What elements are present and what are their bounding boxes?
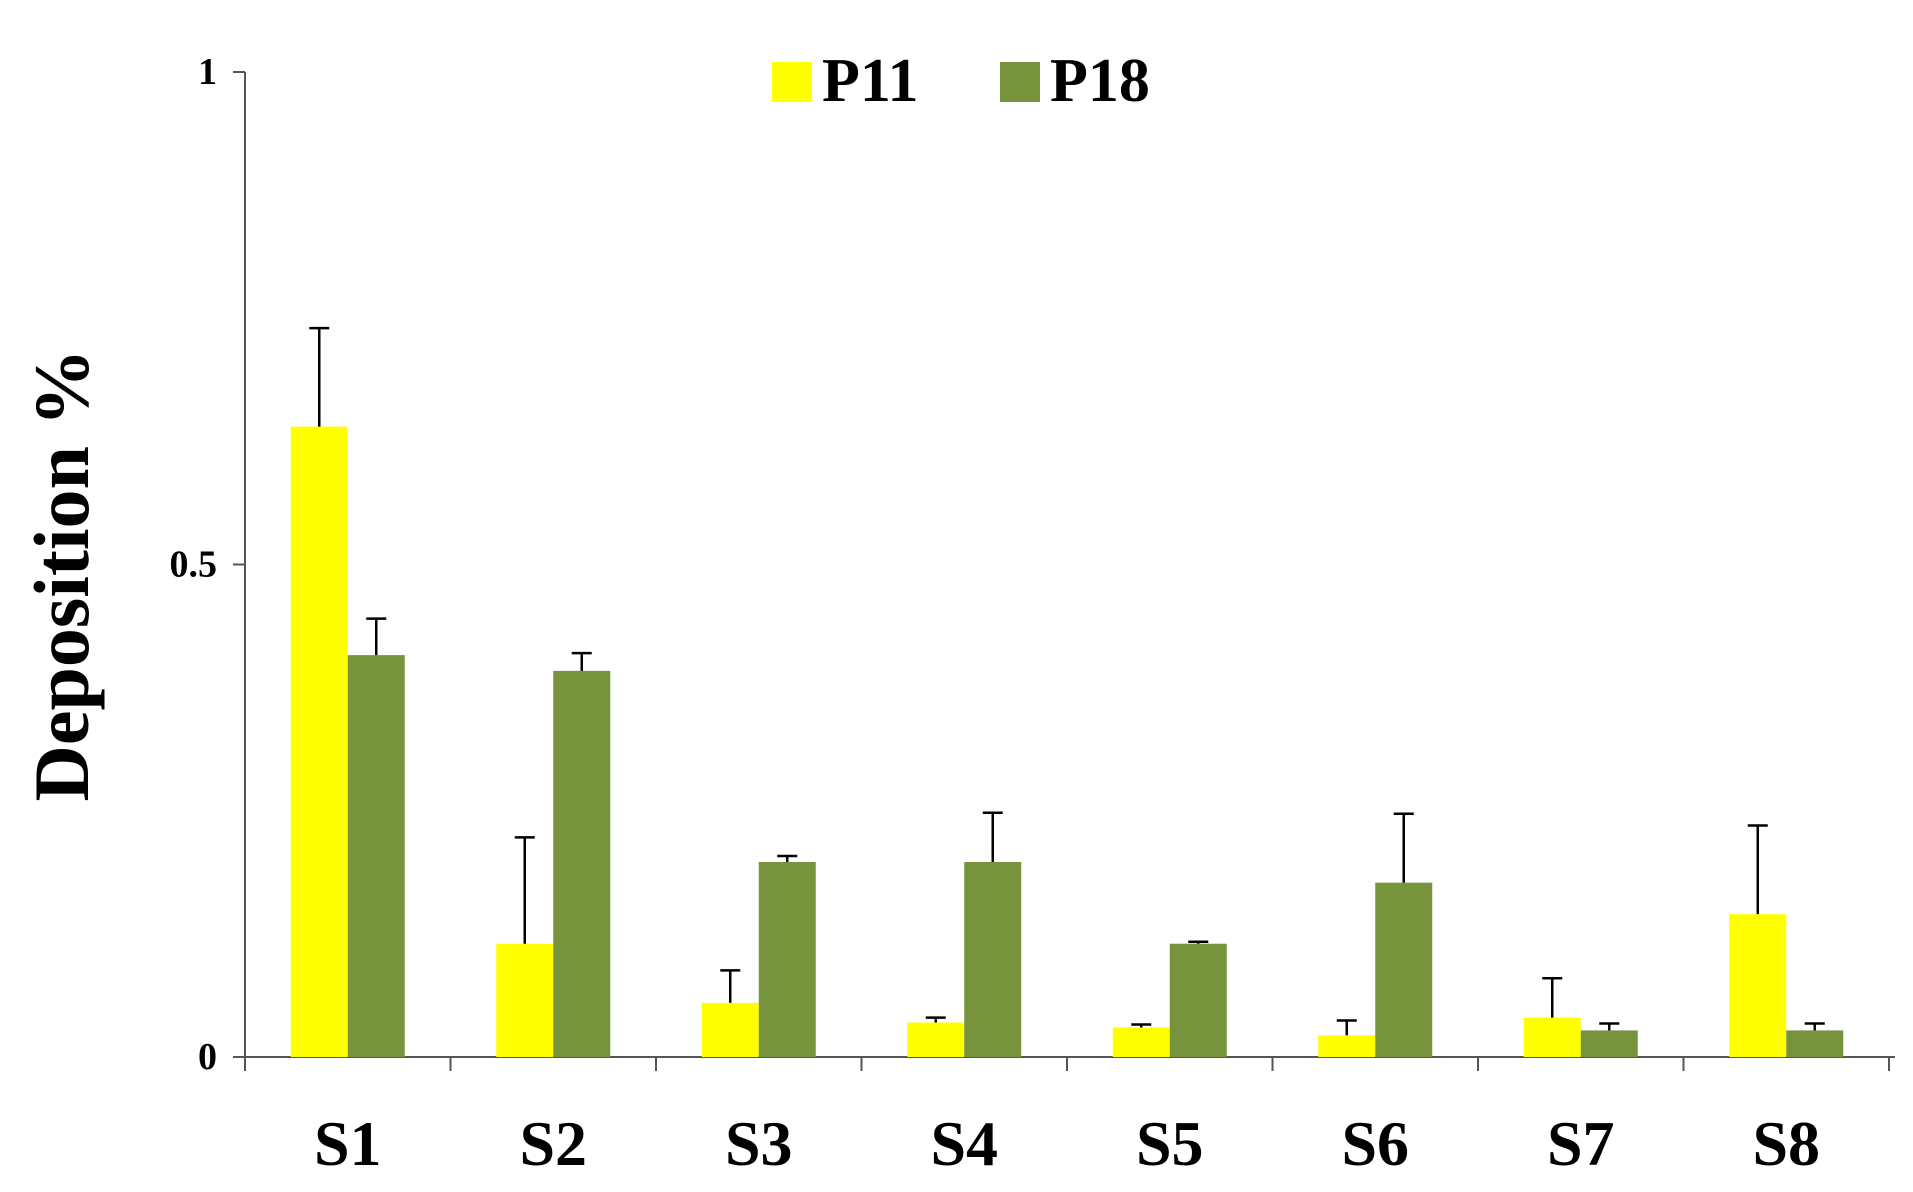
x-category-label: S6 bbox=[1341, 1108, 1409, 1179]
bar-p11-s4 bbox=[907, 1022, 965, 1057]
bar-p18-s8 bbox=[1786, 1030, 1844, 1057]
x-category-label: S4 bbox=[930, 1108, 998, 1179]
x-category-label: S7 bbox=[1547, 1108, 1615, 1179]
bar-p18-s7 bbox=[1580, 1030, 1638, 1057]
y-tick-label: 0 bbox=[198, 1036, 217, 1078]
legend-label-p11: P11 bbox=[822, 47, 918, 115]
axis-labels: 0 0.5 1 S1 S2 S3 S4 S5 S6 S7 S8 Deposition % bbox=[18, 51, 1820, 1179]
y-tick-label: 0.5 bbox=[170, 544, 218, 586]
bar-p18-s5 bbox=[1169, 943, 1227, 1057]
bar-p11-s6 bbox=[1318, 1035, 1376, 1057]
bar-p18-s1 bbox=[347, 655, 405, 1057]
legend-swatch-p11 bbox=[772, 62, 812, 102]
bar-p11-s7 bbox=[1523, 1017, 1581, 1057]
bars bbox=[290, 426, 1844, 1058]
x-category-label: S2 bbox=[519, 1108, 587, 1179]
x-category-label: S1 bbox=[314, 1108, 382, 1179]
axes bbox=[233, 71, 1895, 1071]
error-bars bbox=[309, 326, 1825, 1036]
bar-p18-s6 bbox=[1375, 882, 1433, 1057]
y-axis-title: Deposition % bbox=[18, 349, 105, 802]
x-category-label: S8 bbox=[1752, 1108, 1820, 1179]
x-category-label: S3 bbox=[725, 1108, 793, 1179]
legend-swatch-p18 bbox=[1000, 62, 1040, 102]
y-tick-label: 1 bbox=[198, 51, 217, 93]
bar-p18-s3 bbox=[758, 861, 816, 1057]
bar-p11-s3 bbox=[701, 1002, 759, 1057]
bar-p11-s2 bbox=[496, 943, 554, 1057]
bar-p18-s2 bbox=[553, 670, 611, 1057]
legend: P11 P18 bbox=[772, 47, 1150, 115]
bar-p11-s1 bbox=[290, 426, 348, 1058]
bar-p11-s8 bbox=[1729, 914, 1787, 1057]
bar-p18-s4 bbox=[964, 861, 1022, 1057]
legend-label-p18: P18 bbox=[1050, 47, 1150, 115]
x-category-label: S5 bbox=[1136, 1108, 1204, 1179]
bar-p11-s5 bbox=[1112, 1027, 1170, 1057]
